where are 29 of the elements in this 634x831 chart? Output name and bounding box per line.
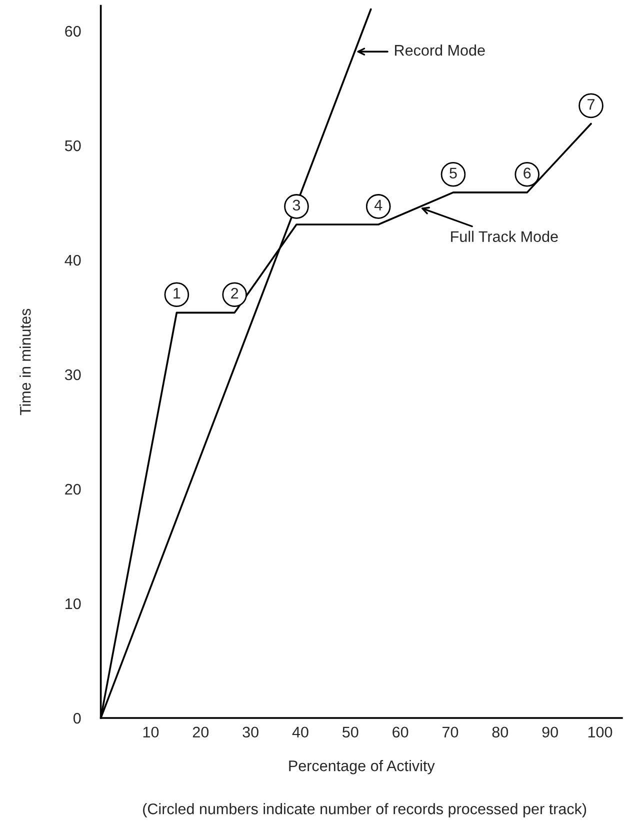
x-tick-label: 80 [492, 726, 508, 738]
annotation: Full Track Mode [451, 230, 558, 242]
annotation: 2 [231, 288, 238, 299]
y-tick-label: 20 [65, 484, 81, 495]
annotation: 7 [588, 99, 594, 110]
y-tick-label: 50 [64, 140, 81, 152]
x-tick-label: 10 [143, 726, 159, 738]
y-axis-title: Time in minutes [20, 308, 31, 416]
x-tick-label: 100 [588, 726, 612, 738]
x-tick-label: 60 [392, 726, 408, 738]
annotation: Record Mode [395, 44, 485, 56]
y-tick-label: 40 [64, 254, 81, 266]
x-tick-label: 70 [442, 726, 458, 738]
y-tick-label: 60 [65, 26, 81, 37]
y-tick-label: 10 [66, 598, 81, 610]
y-tick-label: 0 [73, 712, 81, 724]
x-tick-label: 90 [542, 726, 558, 738]
x-tick-label: 40 [292, 726, 308, 738]
x-tick-label: 30 [242, 726, 258, 738]
annotation: 6 [524, 168, 531, 178]
y-tick-label: 30 [64, 369, 81, 380]
annotation: 3 [292, 200, 300, 211]
annotation: 4 [374, 200, 382, 210]
annotation: 5 [450, 168, 457, 178]
text: (Circled numbers indicate number of records processed per track) [143, 803, 586, 818]
x-axis-title: Percentage of Activity [289, 760, 435, 774]
x-tick-label: 50 [342, 726, 358, 738]
annotation: 1 [174, 288, 180, 299]
x-tick-label: 20 [192, 726, 209, 738]
